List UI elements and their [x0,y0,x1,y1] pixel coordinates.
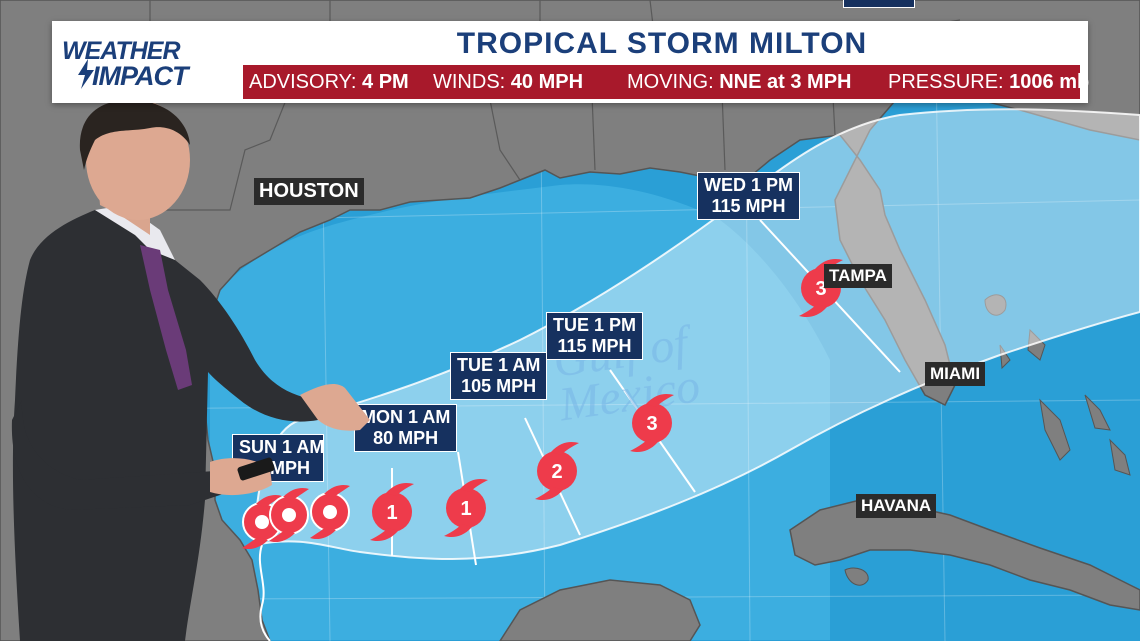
logo-line-2: IMPACT [92,61,188,91]
winds-value: 40 MPH [510,71,584,93]
city-label-tampa: TAMPA [824,264,892,288]
presenter-hair [79,100,190,170]
storm-title: TROPICAL STORM MILTON [456,27,868,60]
presenter-left-arm [11,400,235,510]
winds-label: WINDS: [433,71,506,93]
forecast-label-tue-pm: TUE 1 PM 115 MPH [546,312,644,360]
category-label: 1 [386,502,397,524]
advisory-label: ADVISORY: [249,71,357,93]
forecast-speed: 115 MPH [557,336,632,356]
category-label: 2 [551,461,562,483]
forecast-speed: 115 MPH [711,196,786,216]
logo-line-1: WEATHER [62,37,181,65]
phone-clicker [237,457,275,481]
lightning-icon [78,59,94,89]
city-label-miami: MIAMI [925,362,986,386]
weather-impact-logo: WEATHER IMPACT [62,35,232,95]
winds-item: WINDS: 40 MPH [433,71,583,94]
forecast-speed: MPH [270,458,310,478]
forecast-speed: 80 MPH [373,428,439,448]
presenter-suit [12,210,319,641]
forecast-label-wed: WED 1 PM 115 MPH [697,172,801,220]
forecast-label-mon: MON 1 AM 80 MPH [354,404,458,452]
presenter-tie [140,245,192,390]
bahamas-islands [984,294,1131,476]
storm-category-labels: 1 1 2 3 3 [386,278,826,524]
forecast-time: TUE 1 PM [553,315,637,335]
forecast-label-tue-am: TUE 1 AM 105 MPH [450,352,548,400]
yucatan-land [499,579,701,641]
advisory-item: ADVISORY: 4 PM [249,71,409,94]
forecast-time: MON 1 AM [361,407,451,427]
moving-item: MOVING: NNE at 3 MPH [627,71,851,94]
partial-top-label: 75 MPH [843,0,915,8]
forecast-time: WED 1 PM [704,175,794,195]
pressure-label: PRESSURE: [888,71,1004,93]
presenter-shirt [95,205,175,260]
presenter [11,100,370,641]
shallow-shelf [210,184,830,641]
city-label-havana: HAVANA [856,494,937,518]
forecast-time: SUN 1 AM [239,437,325,457]
past-track-line [258,544,271,641]
city-label-houston: HOUSTON [254,178,364,205]
category-label: 3 [815,278,826,300]
forecast-time: TUE 1 AM [457,355,541,375]
isle-of-youth [844,567,869,586]
moving-label: MOVING: [627,71,714,93]
advisory-value: 4 PM [362,71,409,93]
advisory-info-bar: ADVISORY: 4 PM WINDS: 40 MPH MOVING: NNE… [243,65,1089,99]
pressure-value: 1006 mb [1009,71,1090,93]
storm-header: WEATHER IMPACT TROPICAL STORM MILTON ADV… [52,21,1089,103]
category-label: 1 [460,498,471,520]
forecast-speed: 105 MPH [461,376,537,396]
presenter-hand-pointing [300,384,370,431]
moving-value: NNE at 3 MPH [719,71,852,93]
pressure-item: PRESSURE: 1006 mb [888,71,1089,94]
category-label: 3 [646,413,657,435]
